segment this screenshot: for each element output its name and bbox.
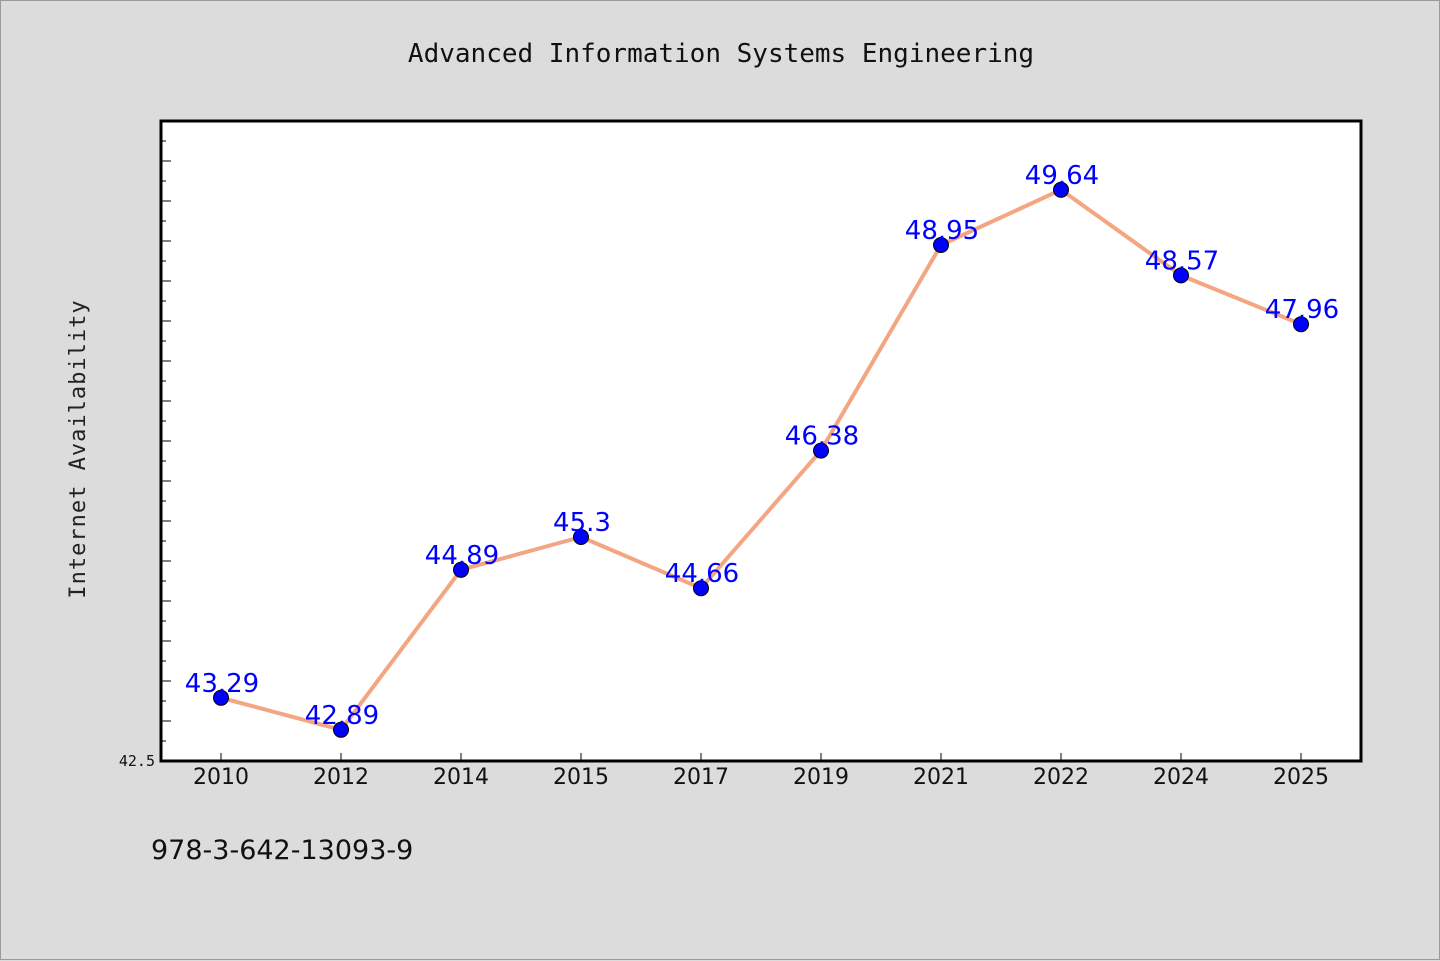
series-line — [219, 187, 1303, 732]
x-tick-label: 2021 — [913, 765, 969, 790]
data-label: 49.64 — [1025, 161, 1099, 191]
data-label: 45.3 — [553, 508, 611, 538]
data-point — [933, 237, 949, 253]
data-label: 44.89 — [425, 541, 499, 571]
plot-area — [159, 119, 1363, 763]
data-point — [693, 580, 709, 597]
chart-title: Advanced Information Systems Engineering — [408, 39, 1034, 69]
x-axis-ticks: 2010 2012 2014 2015 2017 2019 2021 2022 2024 2025 — [193, 753, 1329, 790]
data-label: 47.96 — [1265, 295, 1339, 325]
y-axis-label: Internet Availability — [66, 299, 91, 598]
data-point — [213, 689, 229, 706]
data-label: 48.57 — [1145, 246, 1219, 276]
data-point — [1053, 181, 1069, 198]
data-point — [453, 561, 469, 578]
footnote-isbn: 978-3-642-13093-9 — [151, 835, 414, 866]
data-label: 48.95 — [905, 216, 979, 246]
data-label: 43.29 — [185, 669, 259, 699]
x-tick-label: 2017 — [673, 765, 729, 790]
x-tick-label: 2025 — [1273, 765, 1329, 790]
x-tick-label: 2022 — [1033, 765, 1089, 790]
y-axis-ticks: 42.5 — [119, 120, 171, 770]
data-label: 42.89 — [305, 701, 379, 731]
data-point — [813, 442, 829, 459]
data-point — [333, 721, 349, 738]
series-layer: 43.29 42.89 44.89 45.3 44.66 46.38 48.95 49.64 4… — [185, 161, 1339, 738]
x-tick-label: 2014 — [433, 765, 489, 790]
x-tick-label: 2024 — [1153, 765, 1209, 790]
data-label: 46.38 — [785, 422, 859, 452]
x-tick-label: 2019 — [793, 765, 849, 790]
data-point — [573, 529, 589, 545]
data-point — [1293, 316, 1309, 333]
data-label: 44.66 — [665, 559, 739, 589]
data-point — [1173, 267, 1189, 284]
x-tick-label: 2012 — [313, 765, 369, 790]
x-tick-label: 2010 — [193, 765, 249, 790]
x-tick-label: 2015 — [553, 765, 609, 790]
y-tick-label: 42.5 — [119, 752, 155, 770]
